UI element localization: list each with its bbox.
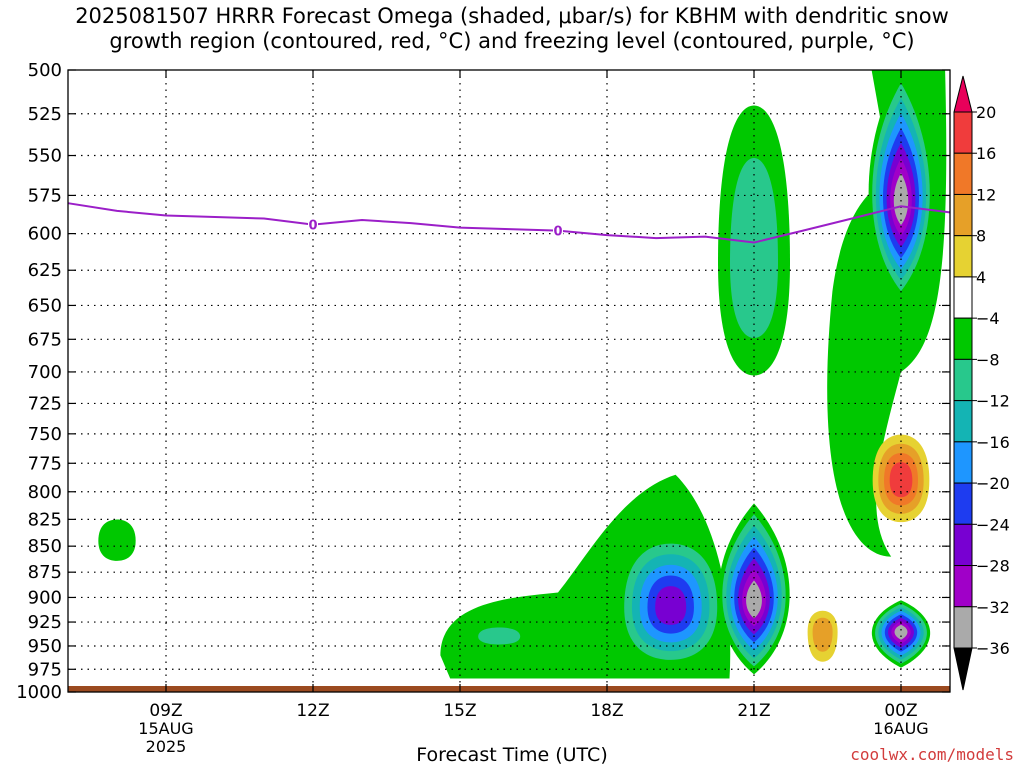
y-tick-label: 725 bbox=[28, 393, 62, 414]
colorbar-label: 20 bbox=[976, 103, 996, 122]
omega-field bbox=[98, 70, 947, 679]
y-tick-label: 600 bbox=[28, 224, 62, 245]
grid bbox=[68, 70, 950, 692]
y-tick-label: 950 bbox=[28, 636, 62, 657]
y-tick-label: 750 bbox=[28, 424, 62, 445]
freezing-level-label-bg bbox=[553, 222, 563, 238]
omega-contour bbox=[488, 631, 510, 641]
colorbar-box bbox=[953, 606, 973, 649]
y-tick-label: 800 bbox=[28, 482, 62, 503]
y-axis: 500 525 550 575 600 625 650 675 700 725 750 775 800 8… bbox=[16, 60, 950, 703]
omega-contour bbox=[750, 591, 758, 611]
omega-contour bbox=[662, 596, 679, 617]
x-tick-sublabel: 2025 bbox=[146, 737, 187, 756]
freezing-level-label: 0 bbox=[308, 219, 317, 234]
colorbar-label: 4 bbox=[976, 268, 986, 287]
freezing-level-label: 0 bbox=[553, 225, 562, 240]
colorbar-label: −24 bbox=[976, 515, 1010, 534]
x-tick-label: 12Z bbox=[296, 701, 329, 721]
x-tick-sublabel: 16AUG bbox=[873, 719, 928, 738]
y-tick-label: 525 bbox=[28, 104, 62, 125]
freezing-level-label-bg bbox=[308, 216, 318, 232]
omega-contour bbox=[897, 628, 905, 636]
y-tick-label: 500 bbox=[28, 60, 62, 81]
colorbar-label: −32 bbox=[976, 598, 1010, 617]
y-tick-label: 875 bbox=[28, 562, 62, 583]
colorbar-label: −12 bbox=[976, 392, 1010, 411]
y-tick-label: 575 bbox=[28, 185, 62, 206]
colorbar-box bbox=[953, 317, 973, 360]
colorbar-box bbox=[953, 441, 973, 484]
ground-surface bbox=[68, 686, 950, 692]
y-tick-label: 975 bbox=[28, 659, 62, 680]
colorbar-label: 16 bbox=[976, 144, 996, 163]
colorbar-label: −16 bbox=[976, 433, 1010, 452]
colorbar-arrow-bottom bbox=[953, 647, 973, 691]
x-tick-label: 21Z bbox=[737, 701, 770, 721]
colorbar-box bbox=[953, 235, 973, 278]
y-tick-label: 625 bbox=[28, 260, 62, 281]
plot-frame bbox=[67, 69, 951, 693]
ground-strip bbox=[68, 686, 950, 692]
omega-contour bbox=[107, 530, 127, 551]
chart-title: 2025081507 HRRR Forecast Omega (shaded, … bbox=[0, 4, 1024, 54]
y-tick-label: 900 bbox=[28, 587, 62, 608]
x-tick-label: 09Z bbox=[149, 701, 182, 721]
y-tick-label: 1000 bbox=[16, 682, 62, 703]
colorbar-label: 12 bbox=[976, 185, 996, 204]
colorbar-box bbox=[953, 400, 973, 443]
x-tick-sublabel: 15AUG bbox=[138, 719, 193, 738]
y-tick-label: 675 bbox=[28, 329, 62, 350]
watermark: coolwx.com/models bbox=[850, 745, 1014, 764]
freezing-level-line bbox=[67, 202, 951, 244]
colorbar-box bbox=[953, 152, 973, 195]
colorbar-box bbox=[953, 482, 973, 525]
colorbar-label: −4 bbox=[976, 309, 1000, 328]
y-tick-label: 925 bbox=[28, 612, 62, 633]
title-line-2: growth region (contoured, red, °C) and f… bbox=[109, 29, 915, 53]
colorbar-box bbox=[953, 276, 973, 319]
colorbar-box bbox=[953, 358, 973, 402]
x-tick-label: 00Z bbox=[884, 701, 917, 721]
x-tick-label: 18Z bbox=[590, 701, 623, 721]
x-tick-label: 15Z bbox=[443, 701, 476, 721]
colorbar-label: 8 bbox=[976, 227, 986, 246]
colorbar-box bbox=[953, 193, 973, 237]
y-tick-label: 700 bbox=[28, 362, 62, 383]
colorbar-box bbox=[953, 111, 973, 154]
colorbar-arrow-top bbox=[953, 75, 973, 113]
y-tick-label: 825 bbox=[28, 509, 62, 530]
y-tick-label: 850 bbox=[28, 536, 62, 557]
colorbar: 20 16 12 8 4 −4 −8 −12 −16 −20 −24 −28 −32 −36 bbox=[953, 75, 1010, 691]
y-tick-label: 550 bbox=[28, 146, 62, 167]
omega-contour bbox=[817, 624, 828, 642]
colorbar-box bbox=[953, 565, 973, 608]
colorbar-label: −36 bbox=[976, 639, 1010, 658]
y-tick-label: 650 bbox=[28, 295, 62, 316]
colorbar-label: −28 bbox=[976, 557, 1010, 576]
colorbar-box bbox=[953, 523, 973, 567]
colorbar-label: −20 bbox=[976, 474, 1010, 493]
title-line-1: 2025081507 HRRR Forecast Omega (shaded, … bbox=[75, 4, 949, 28]
colorbar-label: −8 bbox=[976, 350, 1000, 369]
x-axis-label: Forecast Time (UTC) bbox=[416, 744, 608, 766]
omega-contour bbox=[742, 210, 766, 301]
y-tick-label: 775 bbox=[28, 453, 62, 474]
